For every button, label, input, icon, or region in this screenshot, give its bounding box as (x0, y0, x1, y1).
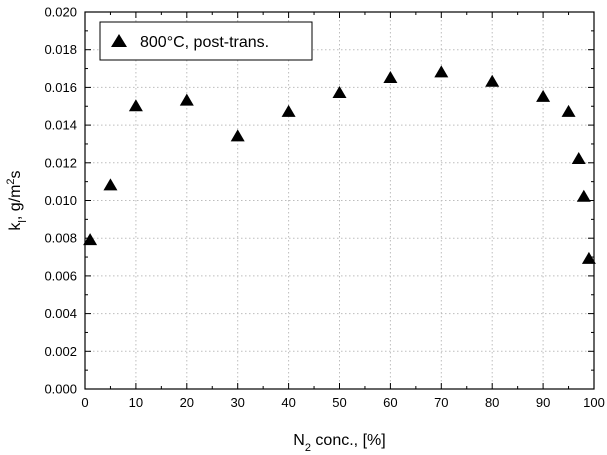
y-axis-label-main: k (7, 222, 24, 231)
plot-frame (84, 11, 595, 390)
legend: 800°C, post-trans. (99, 21, 313, 61)
x-axis-label-main: N (293, 432, 305, 449)
y-axis-label-end: s (7, 170, 24, 178)
y-tick-label: 0.012 (44, 155, 77, 170)
x-tick-label: 20 (180, 395, 194, 410)
y-tick-label: 0.016 (44, 80, 77, 95)
legend-label: 800°C, post-trans. (140, 34, 269, 51)
x-tick-label: 30 (230, 395, 244, 410)
y-tick-label: 0.002 (44, 344, 77, 359)
y-axis-label-mid: , g/m (7, 185, 24, 221)
y-tick-label: 0.010 (44, 193, 77, 208)
y-tick-label: 0.004 (44, 306, 77, 321)
x-tick-label: 50 (332, 395, 346, 410)
data-point-triangle (485, 74, 500, 87)
data-point-triangle (434, 65, 449, 78)
x-tick-label: 100 (583, 395, 605, 410)
x-axis-label-rest: conc., [%] (311, 432, 386, 449)
x-tick-label: 40 (281, 395, 295, 410)
legend-triangle-marker-icon (111, 34, 127, 47)
y-axis-label-subscript: l (17, 220, 29, 222)
y-tick-labels: 0.000 0.002 0.004 0.006 0.008 0.010 0.012 0.014… (44, 5, 77, 397)
data-point-triangle (83, 233, 98, 246)
x-tick-label: 10 (129, 395, 143, 410)
data-point-triangle (332, 86, 347, 99)
y-tick-label: 0.014 (44, 118, 77, 133)
y-axis-label-superscript: 2 (5, 178, 17, 184)
x-tick-label: 70 (434, 395, 448, 410)
data-point-triangle (281, 104, 296, 117)
y-tick-label: 0.000 (44, 382, 77, 397)
x-axis-label: N2 conc., [%] (293, 432, 385, 454)
data-point-triangle (571, 152, 586, 165)
x-tick-label: 0 (81, 395, 88, 410)
data-point-triangle (581, 251, 596, 264)
data-point-triangle (179, 93, 194, 106)
y-tick-label: 0.006 (44, 268, 77, 283)
x-tick-labels: 0 10 20 30 40 50 60 70 80 90 100 (81, 395, 604, 410)
y-tick-label: 0.018 (44, 42, 77, 57)
x-tick-label: 60 (383, 395, 397, 410)
x-tick-label: 80 (485, 395, 499, 410)
legend-box (99, 21, 313, 61)
data-point-triangle (536, 89, 551, 102)
data-point-triangle (230, 129, 245, 142)
x-axis-label-subscript: 2 (305, 442, 311, 454)
y-tick-label: 0.008 (44, 231, 77, 246)
data-point-triangle (103, 178, 118, 191)
x-tick-label: 90 (536, 395, 550, 410)
data-point-triangle (128, 99, 143, 112)
data-point-triangle (383, 70, 398, 83)
y-tick-label: 0.020 (44, 5, 77, 20)
data-point-triangle (576, 189, 591, 202)
grid-lines (85, 12, 594, 389)
y-axis-label: kl, g/m2s (5, 170, 29, 230)
data-points (83, 65, 596, 264)
data-point-triangle (561, 104, 576, 117)
